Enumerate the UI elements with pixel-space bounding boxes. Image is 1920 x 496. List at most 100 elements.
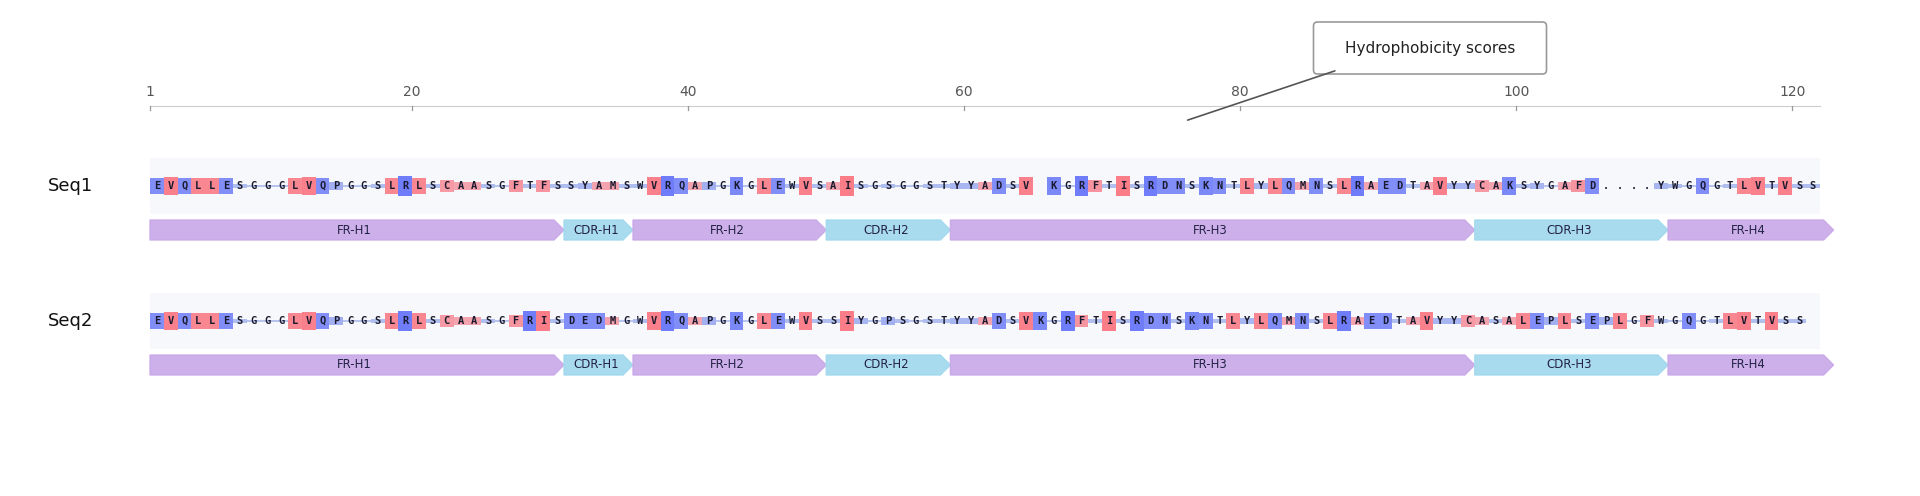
- Text: A: A: [1561, 181, 1567, 191]
- Text: 120: 120: [1780, 85, 1805, 99]
- Bar: [1267, 313, 1283, 329]
- Bar: [1586, 313, 1599, 329]
- Text: S: S: [899, 316, 904, 326]
- Text: P: P: [707, 316, 712, 326]
- Bar: [1296, 313, 1309, 329]
- Text: S: S: [374, 181, 380, 191]
- Text: V: V: [1423, 316, 1430, 326]
- Text: F: F: [1092, 181, 1098, 191]
- Text: G: G: [1548, 181, 1553, 191]
- Bar: [868, 320, 881, 322]
- Bar: [1213, 178, 1227, 194]
- Bar: [1640, 315, 1655, 327]
- Bar: [1461, 183, 1475, 189]
- Text: S: S: [1133, 181, 1140, 191]
- Bar: [812, 184, 826, 188]
- Text: K: K: [733, 181, 739, 191]
- Bar: [192, 312, 205, 329]
- Text: G: G: [348, 316, 353, 326]
- Bar: [1336, 311, 1350, 331]
- Bar: [150, 293, 1820, 349]
- Bar: [1807, 184, 1820, 188]
- Text: G: G: [720, 181, 726, 191]
- Text: L: L: [1258, 316, 1263, 326]
- Text: Q: Q: [1271, 316, 1279, 326]
- Bar: [357, 320, 371, 322]
- Bar: [1283, 178, 1296, 194]
- Text: L: L: [196, 181, 202, 191]
- Bar: [1283, 317, 1296, 325]
- Bar: [1240, 318, 1254, 324]
- Bar: [371, 319, 384, 323]
- Text: G: G: [1064, 181, 1071, 191]
- Bar: [937, 319, 950, 322]
- Text: G: G: [1713, 181, 1720, 191]
- Bar: [1350, 317, 1365, 325]
- Text: Y: Y: [968, 316, 973, 326]
- Text: P: P: [1603, 316, 1609, 326]
- Text: Y: Y: [582, 181, 588, 191]
- Bar: [413, 178, 426, 194]
- Bar: [219, 313, 232, 329]
- Bar: [536, 311, 551, 331]
- Text: A: A: [1369, 181, 1375, 191]
- Bar: [1075, 315, 1089, 327]
- Bar: [1599, 317, 1613, 324]
- Bar: [1158, 178, 1171, 194]
- Text: M: M: [1300, 181, 1306, 191]
- Text: D: D: [1162, 181, 1167, 191]
- Bar: [634, 319, 647, 323]
- Bar: [868, 185, 881, 187]
- Text: Q: Q: [319, 181, 326, 191]
- Text: E: E: [776, 181, 781, 191]
- Bar: [591, 313, 605, 329]
- Text: G: G: [361, 316, 367, 326]
- Bar: [1198, 313, 1213, 329]
- Text: CDR-H1: CDR-H1: [574, 224, 618, 237]
- Text: L: L: [388, 316, 396, 326]
- Bar: [1488, 182, 1503, 190]
- Bar: [1738, 311, 1751, 330]
- Bar: [1586, 178, 1599, 194]
- Polygon shape: [1475, 355, 1668, 375]
- Bar: [1158, 313, 1171, 329]
- Text: E: E: [1382, 181, 1388, 191]
- Text: Q: Q: [319, 316, 326, 326]
- Text: G: G: [720, 316, 726, 326]
- Text: N: N: [1162, 316, 1167, 326]
- Text: D: D: [996, 316, 1002, 326]
- Text: R: R: [401, 316, 409, 326]
- Text: A: A: [691, 316, 699, 326]
- Text: D: D: [996, 181, 1002, 191]
- Bar: [950, 183, 964, 189]
- Text: C: C: [1478, 181, 1484, 191]
- Bar: [1709, 185, 1724, 187]
- Bar: [1544, 185, 1557, 187]
- Text: CDR-H3: CDR-H3: [1546, 359, 1592, 372]
- Bar: [743, 185, 756, 187]
- Bar: [1392, 319, 1405, 322]
- Text: E: E: [1590, 316, 1596, 326]
- Text: K: K: [1505, 181, 1513, 191]
- Text: W: W: [637, 181, 643, 191]
- Text: F: F: [1574, 181, 1582, 191]
- Text: L: L: [1327, 316, 1332, 326]
- Bar: [1695, 320, 1709, 322]
- Bar: [993, 313, 1006, 329]
- Bar: [799, 311, 812, 330]
- Bar: [1267, 178, 1283, 194]
- Text: M: M: [609, 181, 616, 191]
- Bar: [1557, 312, 1571, 329]
- Bar: [1227, 185, 1240, 187]
- Text: A: A: [457, 181, 463, 191]
- Text: C: C: [1465, 316, 1471, 326]
- Text: S: S: [1313, 316, 1319, 326]
- Text: .: .: [1617, 181, 1622, 191]
- Text: T: T: [1726, 181, 1734, 191]
- Text: S: S: [555, 181, 561, 191]
- Text: L: L: [417, 181, 422, 191]
- Text: S: S: [885, 181, 891, 191]
- Bar: [647, 311, 660, 330]
- Bar: [426, 319, 440, 323]
- Text: S: S: [486, 181, 492, 191]
